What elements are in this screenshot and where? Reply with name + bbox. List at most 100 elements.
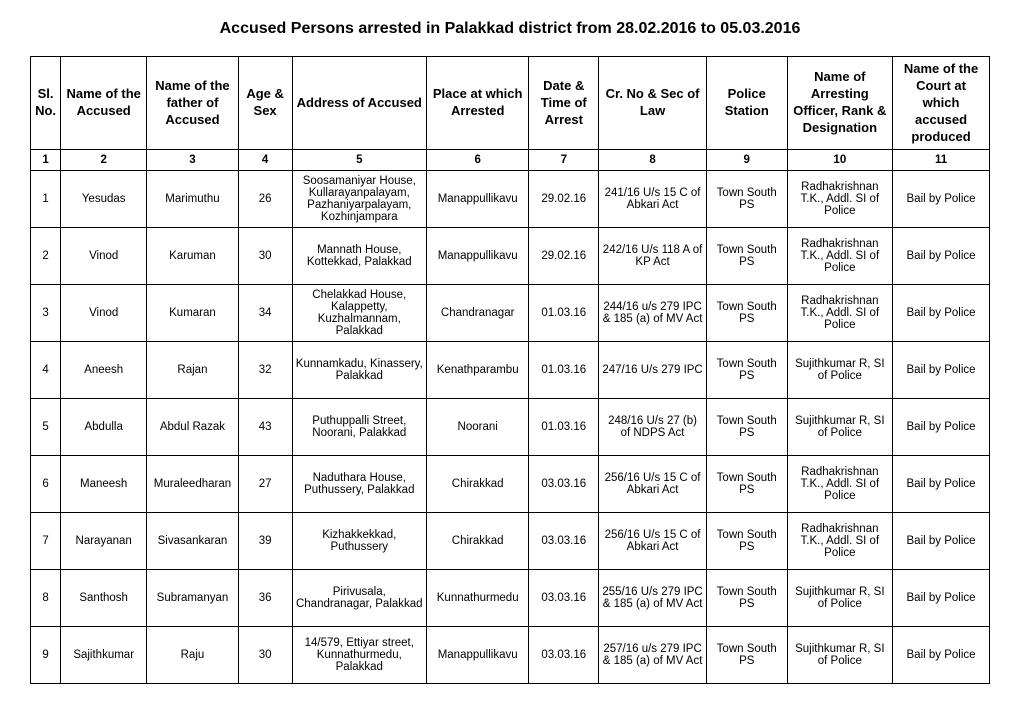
colnum-5: 5 [292, 150, 427, 171]
cell-place: Chirakkad [427, 513, 529, 570]
cell-addr: Soosamaniyar House, Kullarayanpalayam, P… [292, 171, 427, 228]
cell-name: Santhosh [61, 570, 147, 627]
cell-cr: 256/16 U/s 15 C of Abkari Act [599, 456, 707, 513]
page-title: Accused Persons arrested in Palakkad dis… [30, 20, 990, 38]
cell-ps: Town South PS [706, 513, 787, 570]
cell-cr: 255/16 U/s 279 IPC & 185 (a) of MV Act [599, 570, 707, 627]
cell-court: Bail by Police [893, 171, 990, 228]
cell-sl: 6 [31, 456, 61, 513]
col-header-name: Name of the Accused [61, 57, 147, 150]
col-header-date: Date & Time of Arrest [529, 57, 599, 150]
cell-age: 43 [238, 399, 292, 456]
cell-date: 03.03.16 [529, 513, 599, 570]
cell-addr: Naduthara House, Puthussery, Palakkad [292, 456, 427, 513]
cell-date: 01.03.16 [529, 285, 599, 342]
cell-place: Manappullikavu [427, 171, 529, 228]
cell-cr: 257/16 u/s 279 IPC & 185 (a) of MV Act [599, 627, 707, 684]
cell-off: Radhakrishnan T.K., Addl. SI of Police [787, 285, 892, 342]
table-row: 2VinodKaruman30Mannath House, Kottekkad,… [31, 228, 990, 285]
table-row: 7NarayananSivasankaran39Kizhakkekkad, Pu… [31, 513, 990, 570]
cell-court: Bail by Police [893, 342, 990, 399]
table-row: 5AbdullaAbdul Razak43Puthuppalli Street,… [31, 399, 990, 456]
cell-sl: 4 [31, 342, 61, 399]
cell-age: 39 [238, 513, 292, 570]
cell-father: Sivasankaran [147, 513, 238, 570]
cell-court: Bail by Police [893, 513, 990, 570]
col-header-ps: Police Station [706, 57, 787, 150]
cell-name: Aneesh [61, 342, 147, 399]
cell-name: Narayanan [61, 513, 147, 570]
cell-cr: 248/16 U/s 27 (b) of NDPS Act [599, 399, 707, 456]
cell-date: 01.03.16 [529, 342, 599, 399]
cell-name: Maneesh [61, 456, 147, 513]
cell-cr: 242/16 U/s 118 A of KP Act [599, 228, 707, 285]
cell-name: Abdulla [61, 399, 147, 456]
col-header-age: Age & Sex [238, 57, 292, 150]
cell-age: 34 [238, 285, 292, 342]
cell-sl: 5 [31, 399, 61, 456]
colnum-8: 8 [599, 150, 707, 171]
colnum-11: 11 [893, 150, 990, 171]
cell-age: 36 [238, 570, 292, 627]
cell-place: Manappullikavu [427, 627, 529, 684]
col-header-address: Address of Accused [292, 57, 427, 150]
cell-sl: 3 [31, 285, 61, 342]
colnum-10: 10 [787, 150, 892, 171]
cell-age: 30 [238, 228, 292, 285]
cell-ps: Town South PS [706, 342, 787, 399]
cell-place: Chirakkad [427, 456, 529, 513]
cell-age: 26 [238, 171, 292, 228]
cell-court: Bail by Police [893, 228, 990, 285]
cell-date: 01.03.16 [529, 399, 599, 456]
cell-addr: Kizhakkekkad, Puthussery [292, 513, 427, 570]
header-row: Sl. No. Name of the Accused Name of the … [31, 57, 990, 150]
cell-off: Sujithkumar R, SI of Police [787, 342, 892, 399]
cell-sl: 9 [31, 627, 61, 684]
cell-father: Abdul Razak [147, 399, 238, 456]
cell-off: Radhakrishnan T.K., Addl. SI of Police [787, 171, 892, 228]
table-row: 8SanthoshSubramanyan36Pirivusala, Chandr… [31, 570, 990, 627]
cell-age: 32 [238, 342, 292, 399]
colnum-2: 2 [61, 150, 147, 171]
cell-off: Sujithkumar R, SI of Police [787, 627, 892, 684]
cell-father: Kumaran [147, 285, 238, 342]
cell-date: 29.02.16 [529, 228, 599, 285]
cell-place: Kenathparambu [427, 342, 529, 399]
cell-court: Bail by Police [893, 627, 990, 684]
cell-father: Karuman [147, 228, 238, 285]
cell-off: Radhakrishnan T.K., Addl. SI of Police [787, 456, 892, 513]
cell-ps: Town South PS [706, 171, 787, 228]
cell-place: Chandranagar [427, 285, 529, 342]
cell-off: Radhakrishnan T.K., Addl. SI of Police [787, 513, 892, 570]
cell-cr: 244/16 u/s 279 IPC & 185 (a) of MV Act [599, 285, 707, 342]
col-header-court: Name of the Court at which accused produ… [893, 57, 990, 150]
cell-addr: 14/579, Ettiyar street, Kunnathurmedu, P… [292, 627, 427, 684]
cell-addr: Mannath House, Kottekkad, Palakkad [292, 228, 427, 285]
cell-father: Rajan [147, 342, 238, 399]
cell-father: Raju [147, 627, 238, 684]
cell-addr: Chelakkad House, Kalappetty, Kuzhalmanna… [292, 285, 427, 342]
cell-ps: Town South PS [706, 399, 787, 456]
column-number-row: 1 2 3 4 5 6 7 8 9 10 11 [31, 150, 990, 171]
cell-ps: Town South PS [706, 570, 787, 627]
cell-addr: Pirivusala, Chandranagar, Palakkad [292, 570, 427, 627]
col-header-place: Place at which Arrested [427, 57, 529, 150]
cell-court: Bail by Police [893, 570, 990, 627]
cell-addr: Puthuppalli Street, Noorani, Palakkad [292, 399, 427, 456]
cell-name: Vinod [61, 285, 147, 342]
table-row: 6ManeeshMuraleedharan27Naduthara House, … [31, 456, 990, 513]
colnum-9: 9 [706, 150, 787, 171]
cell-age: 30 [238, 627, 292, 684]
cell-date: 03.03.16 [529, 456, 599, 513]
cell-date: 03.03.16 [529, 570, 599, 627]
cell-father: Subramanyan [147, 570, 238, 627]
table-row: 1YesudasMarimuthu26Soosamaniyar House, K… [31, 171, 990, 228]
cell-ps: Town South PS [706, 456, 787, 513]
cell-off: Radhakrishnan T.K., Addl. SI of Police [787, 228, 892, 285]
cell-father: Muraleedharan [147, 456, 238, 513]
colnum-7: 7 [529, 150, 599, 171]
cell-age: 27 [238, 456, 292, 513]
cell-place: Manappullikavu [427, 228, 529, 285]
cell-sl: 7 [31, 513, 61, 570]
cell-court: Bail by Police [893, 456, 990, 513]
